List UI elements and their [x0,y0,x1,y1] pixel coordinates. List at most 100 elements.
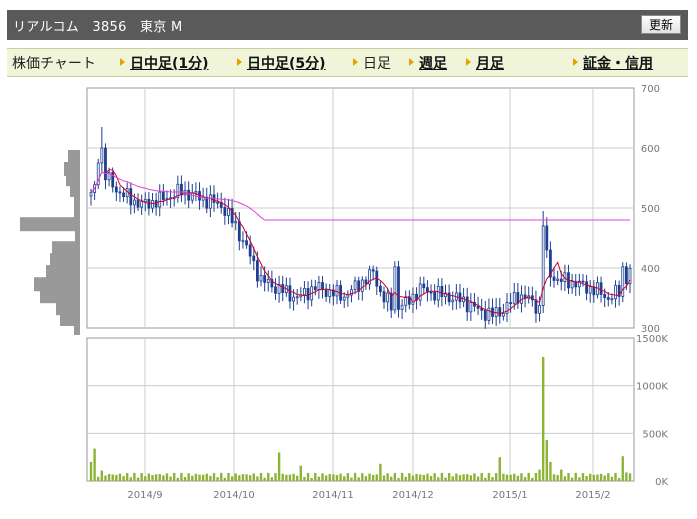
candle-body [440,285,444,298]
title-bar: リアルコム 3856 東京 M 更新 [7,10,688,40]
candle-body [96,162,100,186]
volume-bar [111,474,114,481]
candle-body [104,147,107,181]
candle-body [176,183,180,199]
candle-body [270,279,274,288]
nav-intraday-1min[interactable]: 日中足(1分) [120,53,209,73]
candle-body [324,289,328,297]
nav-weekly-label[interactable]: 週足 [419,56,447,72]
candle-body [487,307,491,321]
volume-profile-bar [68,150,80,164]
volume-bar [607,473,610,481]
volume-bar [628,473,632,481]
nav-margin-label[interactable]: 証金・信用 [583,56,653,72]
volume-bar [379,463,382,481]
candle-body [187,189,191,201]
volume-bar [118,473,122,481]
nav-daily-label: 日足 [363,56,391,72]
volume-bar [270,477,274,481]
nav-intraday-5min-label[interactable]: 日中足(5分) [247,56,326,72]
volume-bar [592,474,596,481]
candle-body [400,304,404,310]
candle-body [447,292,451,303]
candle-body [433,291,437,301]
volume-bar [97,476,100,481]
volume-bar [227,472,230,481]
volume-bar [263,477,266,481]
volume-bar [115,474,118,481]
nav-margin[interactable]: 証金・信用 [573,53,653,73]
candle-body [577,280,581,288]
volume-bar [256,476,259,481]
volume-bar [520,473,523,481]
candle-body [263,275,267,283]
candle-body [549,249,552,278]
volume-bar [220,472,223,481]
ma-short-line [90,169,631,315]
candle-body [353,280,357,291]
candle-body [364,279,368,285]
candle-body [556,278,560,281]
volume-bar [516,475,520,481]
arrow-icon [237,58,242,66]
candle-body [422,283,426,289]
volume-tick-label: 0K [655,477,668,488]
volume-tick-label: 500K [642,429,668,440]
volume-bar [183,477,187,481]
volume-bar [599,473,603,481]
volume-bar [314,472,317,481]
price-tick-label: 700 [641,84,660,95]
nav-daily: 日足 [353,53,391,73]
volume-bar [426,473,429,481]
volume-bar [534,472,538,481]
volume-profile-bar [74,193,80,208]
candle-body [382,291,386,303]
arrow-icon [573,58,578,66]
candle-body [107,172,111,181]
candle-body [274,286,277,294]
candle-body [614,284,617,300]
volume-bar [361,473,364,481]
candle-body [411,293,415,305]
volume-bar [343,476,346,481]
candle-body [574,281,578,288]
nav-weekly[interactable]: 週足 [409,53,447,73]
volume-profile-bar [70,183,80,197]
volume-bar [400,472,404,481]
candle-body [122,192,125,198]
nav-intraday-1min-label[interactable]: 日中足(1分) [130,56,209,72]
volume-bar [310,477,313,481]
candle-body [205,196,209,209]
candle-body [628,267,632,285]
candle-body [317,282,321,291]
candle-body [603,294,607,298]
refresh-button[interactable]: 更新 [640,15,681,34]
volume-bar [505,474,509,481]
candle-body [534,299,538,314]
candle-body [418,283,422,301]
candle-body [234,221,238,224]
candle-body [194,191,198,194]
volume-bar [625,472,628,481]
volume-bar [538,469,541,481]
nav-monthly-label[interactable]: 月足 [476,56,504,72]
volume-bar [390,476,393,481]
candle-body [158,191,162,208]
volume-bar [357,477,360,481]
volume-bar [415,473,418,481]
volume-bar [194,473,198,481]
volume-profile-bar [66,172,80,187]
nav-intraday-5min[interactable]: 日中足(5分) [237,53,326,73]
nav-monthly[interactable]: 月足 [466,53,504,73]
candle-body [328,289,332,297]
price-tick-label: 300 [641,324,660,335]
candle-body [371,269,375,272]
volume-bar [603,475,606,481]
volume-bar [93,448,96,481]
candle-body [498,307,502,317]
candle-body [483,309,487,321]
candle-body [292,296,295,302]
volume-bar [198,474,201,481]
volume-bar [574,472,577,481]
volume-bar [216,477,219,481]
